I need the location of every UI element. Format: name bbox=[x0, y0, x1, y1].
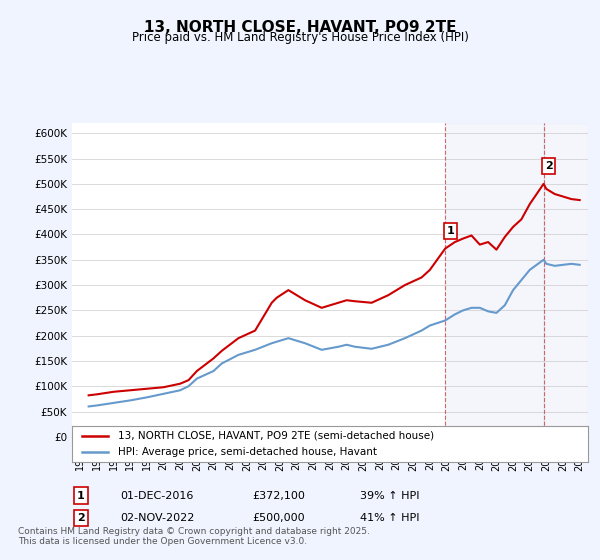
Text: 2: 2 bbox=[77, 513, 85, 523]
Text: 1: 1 bbox=[77, 491, 85, 501]
Text: HPI: Average price, semi-detached house, Havant: HPI: Average price, semi-detached house,… bbox=[118, 447, 377, 457]
Text: 1: 1 bbox=[446, 226, 454, 236]
Text: 01-DEC-2016: 01-DEC-2016 bbox=[120, 491, 193, 501]
Text: 39% ↑ HPI: 39% ↑ HPI bbox=[360, 491, 419, 501]
Text: Price paid vs. HM Land Registry's House Price Index (HPI): Price paid vs. HM Land Registry's House … bbox=[131, 31, 469, 44]
Text: 2: 2 bbox=[545, 161, 553, 171]
Text: £500,000: £500,000 bbox=[252, 513, 305, 523]
Text: 13, NORTH CLOSE, HAVANT, PO9 2TE (semi-detached house): 13, NORTH CLOSE, HAVANT, PO9 2TE (semi-d… bbox=[118, 431, 434, 441]
Text: Contains HM Land Registry data © Crown copyright and database right 2025.
This d: Contains HM Land Registry data © Crown c… bbox=[18, 526, 370, 546]
Text: 02-NOV-2022: 02-NOV-2022 bbox=[120, 513, 194, 523]
Text: 41% ↑ HPI: 41% ↑ HPI bbox=[360, 513, 419, 523]
Bar bbox=[544, 123, 588, 437]
Text: 13, NORTH CLOSE, HAVANT, PO9 2TE: 13, NORTH CLOSE, HAVANT, PO9 2TE bbox=[144, 20, 456, 35]
Text: £372,100: £372,100 bbox=[252, 491, 305, 501]
Bar bbox=[445, 123, 544, 437]
